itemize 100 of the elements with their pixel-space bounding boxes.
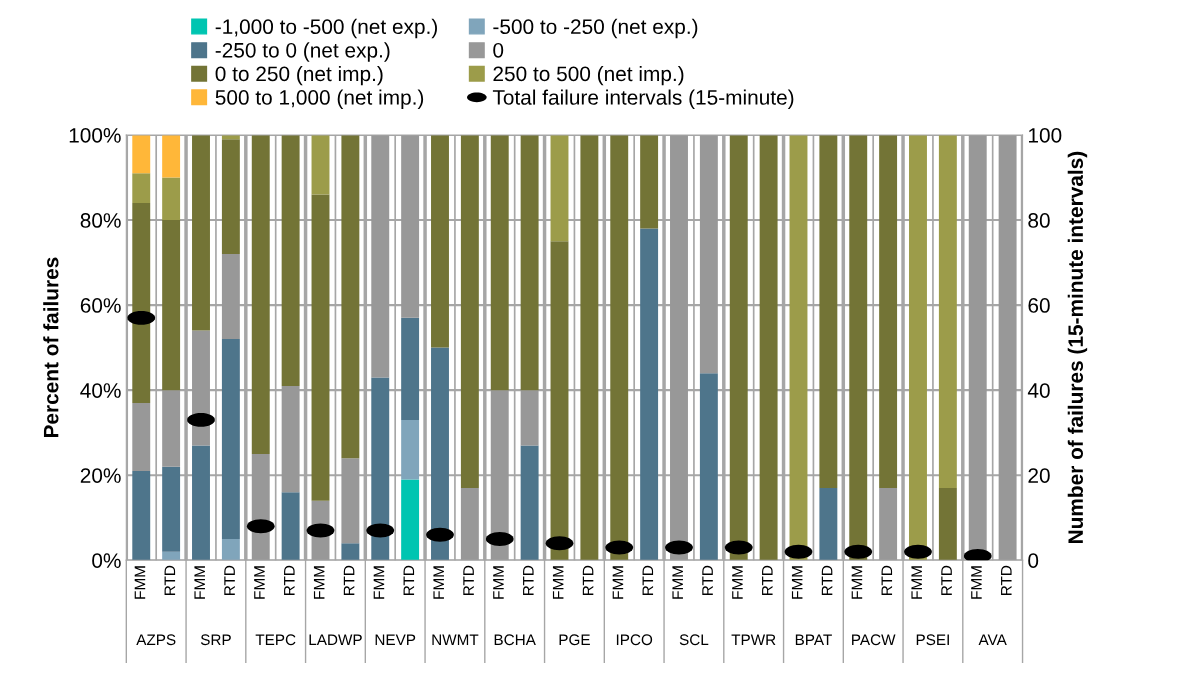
bar xyxy=(550,135,569,242)
legend-label: -500 to -250 (net exp.) xyxy=(493,18,698,39)
bar xyxy=(162,551,181,561)
y-tick-label: 0% xyxy=(92,553,121,568)
bar xyxy=(371,135,390,378)
x-tick-label: FMM xyxy=(433,566,444,599)
x-tick-label: FMM xyxy=(791,566,803,599)
text: AVA xyxy=(978,634,1007,645)
bar xyxy=(490,135,509,391)
bar xyxy=(221,538,240,561)
y-tick-label: 40% xyxy=(80,383,121,398)
bar xyxy=(819,487,838,561)
bar xyxy=(132,173,151,204)
bar xyxy=(401,317,420,420)
x-tick-label: RTD xyxy=(403,565,415,595)
y-axis-title: Percent of failures xyxy=(43,257,59,438)
bar xyxy=(998,135,1017,561)
y2-tick-label: 100 xyxy=(1029,128,1062,143)
legend-label: -250 to 0 (net exp.) xyxy=(215,42,390,62)
bar xyxy=(431,135,449,348)
x-tick-label: RTD xyxy=(523,565,534,595)
bar xyxy=(311,135,330,195)
bar xyxy=(132,470,151,561)
x-tick-label: RTD xyxy=(284,565,295,595)
bar xyxy=(490,390,509,561)
x-tick-label: RTD xyxy=(463,565,474,595)
x-tick-label: RTD xyxy=(164,565,176,595)
bar xyxy=(341,458,360,544)
bar xyxy=(162,220,181,391)
bar xyxy=(251,135,270,454)
bar xyxy=(221,254,240,340)
bar xyxy=(938,487,957,561)
bar xyxy=(670,135,688,561)
text: IPCO xyxy=(616,634,653,646)
bar xyxy=(162,135,181,178)
bar xyxy=(909,135,927,561)
x-tick-label: RTD xyxy=(881,565,893,595)
text: AZPS xyxy=(136,634,176,646)
text: PSEI xyxy=(916,634,949,646)
text: SRP xyxy=(200,634,231,646)
x-tick-label: FMM xyxy=(732,566,743,599)
x-tick-label: FMM xyxy=(971,566,982,599)
bar xyxy=(879,135,898,488)
bar xyxy=(281,135,300,386)
x-tick-label: FMM xyxy=(134,566,146,599)
x-tick-label: FMM xyxy=(552,566,564,599)
y2-tick-label: 0 xyxy=(1028,553,1039,568)
bar xyxy=(789,135,808,561)
x-tick-label: RTD xyxy=(762,565,773,595)
legend-label: 0 to 250 (net imp.) xyxy=(215,65,383,86)
y-tick-label: 100% xyxy=(69,128,121,143)
y2-tick-label: 80 xyxy=(1028,213,1050,228)
bar xyxy=(460,135,479,488)
x-tick-label: FMM xyxy=(911,566,922,599)
legend-label: Total failure intervals (15-minute) xyxy=(492,89,794,109)
text: PACW xyxy=(852,634,896,646)
x-tick-label: FMM xyxy=(194,566,205,599)
bar xyxy=(729,135,748,561)
bar xyxy=(341,543,360,561)
bar xyxy=(520,390,539,446)
bar xyxy=(221,339,240,539)
x-tick-label: RTD xyxy=(642,565,654,595)
x-tick-label: FMM xyxy=(313,566,325,599)
bar xyxy=(640,228,659,561)
legend-label: 250 to 500 (net imp.) xyxy=(493,65,684,86)
x-tick-label: RTD xyxy=(941,565,952,595)
text: TPWR xyxy=(731,634,776,645)
text: NWMT xyxy=(432,634,479,645)
bar xyxy=(132,203,151,403)
bar xyxy=(371,377,390,561)
text: BPAT xyxy=(795,634,832,645)
bar xyxy=(132,402,151,471)
bar xyxy=(849,135,868,561)
bar xyxy=(162,390,181,467)
bar xyxy=(879,487,898,561)
bar xyxy=(132,135,151,174)
y2-tick-label: 40 xyxy=(1027,383,1050,398)
x-tick-label: RTD xyxy=(702,565,713,595)
x-tick-label: FMM xyxy=(612,566,624,599)
bar xyxy=(938,135,957,488)
x-tick-label: FMM xyxy=(851,566,863,599)
text: BCHA xyxy=(494,634,536,646)
bar xyxy=(640,135,659,229)
bar xyxy=(460,487,479,561)
bar xyxy=(192,135,210,331)
bar xyxy=(162,177,181,221)
bar xyxy=(431,347,449,561)
legend-label: -1,000 to -500 (net exp.) xyxy=(215,18,437,39)
text: LADWP xyxy=(309,634,362,645)
bar xyxy=(281,385,300,493)
x-tick-label: RTD xyxy=(1001,565,1012,595)
bar xyxy=(580,135,599,561)
y-tick-label: 60% xyxy=(80,298,121,313)
bar xyxy=(162,466,181,552)
bar xyxy=(699,135,718,374)
x-tick-label: RTD xyxy=(821,565,833,595)
bar xyxy=(281,492,300,561)
text: TEPC xyxy=(255,634,296,646)
text: PGE xyxy=(559,634,590,646)
bar xyxy=(759,135,778,561)
